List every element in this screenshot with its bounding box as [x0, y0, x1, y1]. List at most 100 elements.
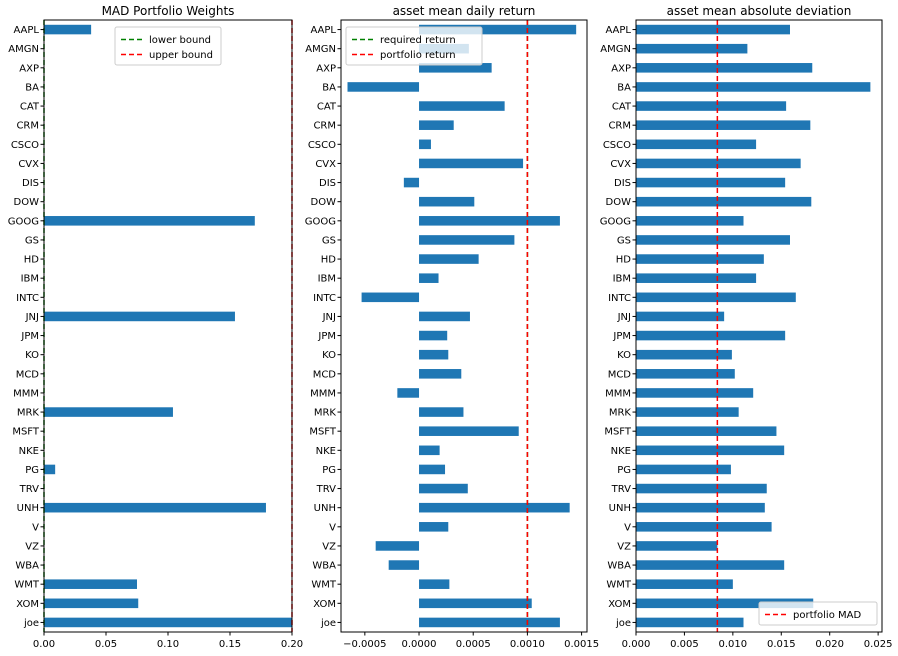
- bar-goog: [636, 216, 744, 226]
- bar-ko: [636, 349, 732, 360]
- y-tick-label: CRM: [16, 121, 39, 132]
- bar-msft: [419, 426, 519, 436]
- y-tick-label: GOOG: [305, 216, 336, 227]
- x-tick-label: 0.000: [622, 639, 651, 650]
- bar-mrk: [419, 407, 464, 417]
- y-tick-label: DIS: [319, 178, 336, 189]
- bar-ibm: [636, 273, 757, 283]
- y-tick-label: AAPL: [13, 25, 39, 36]
- bar-jnj: [44, 311, 235, 322]
- x-tick-label: 0.020: [815, 639, 844, 650]
- bar-wba: [388, 560, 420, 570]
- legend-label: required return: [380, 35, 456, 46]
- y-tick-label: MMM: [310, 388, 336, 399]
- y-tick-label: CVX: [610, 159, 631, 170]
- y-tick-label: INTC: [313, 293, 336, 304]
- legend-label: upper bound: [149, 50, 213, 61]
- y-tick-label: VZ: [25, 541, 39, 552]
- y-tick-label: joe: [615, 618, 631, 629]
- bar-intc: [361, 292, 420, 303]
- bar-jnj: [419, 311, 470, 322]
- bar-mmm: [397, 388, 420, 398]
- x-tick-label: 0.010: [719, 639, 748, 650]
- legend: lower bound upper bound: [114, 26, 222, 66]
- y-tick-label: DOW: [311, 197, 337, 208]
- bar-mcd: [419, 369, 462, 379]
- bar-crm: [636, 120, 811, 130]
- bar-unh: [419, 502, 570, 513]
- y-tick-label: TRV: [316, 484, 337, 495]
- bar-aapl: [44, 24, 92, 35]
- bar-nke: [419, 445, 440, 456]
- y-tick-label: GS: [322, 235, 336, 246]
- y-tick-label: DIS: [614, 178, 631, 189]
- bar-vz: [636, 541, 718, 551]
- x-tick-label: 0.00: [33, 639, 55, 650]
- y-tick-label: XOM: [16, 599, 39, 610]
- y-tick-label: JPM: [612, 331, 631, 342]
- axes-frame: [340, 19, 588, 633]
- bar-vz: [375, 541, 420, 551]
- y-tick-label: IBM: [318, 274, 336, 285]
- legend-box: [345, 26, 483, 66]
- y-tick-label: CVX: [18, 159, 39, 170]
- bar-joe: [419, 617, 560, 628]
- y-tick-label: NKE: [611, 446, 631, 457]
- bar-wmt: [44, 579, 137, 589]
- y-tick-label: MSFT: [12, 427, 40, 438]
- y-tick-label: WMT: [311, 580, 337, 591]
- y-tick-label: IBM: [613, 274, 631, 285]
- y-tick-label: AAPL: [310, 25, 336, 36]
- y-tick-label: VZ: [322, 541, 336, 552]
- bar-amgn: [636, 43, 748, 54]
- y-tick-label: CSCO: [308, 140, 336, 151]
- bar-xom: [44, 598, 139, 609]
- y-tick-label: XOM: [608, 599, 631, 610]
- y-tick-label: XOM: [313, 599, 336, 610]
- bar-axp: [419, 63, 492, 73]
- y-tick-label: INTC: [16, 293, 39, 304]
- y-tick-label: IBM: [21, 274, 39, 285]
- bar-xom: [636, 598, 814, 609]
- x-tick-label: 0.0000: [402, 639, 437, 650]
- bar-jpm: [636, 330, 786, 341]
- y-tick-label: joe: [320, 618, 336, 629]
- bar-goog: [44, 216, 255, 226]
- y-tick-label: HD: [321, 255, 337, 266]
- y-tick-label: MCD: [608, 369, 632, 380]
- y-tick-label: HD: [616, 255, 632, 266]
- bar-wmt: [419, 579, 450, 589]
- y-tick-label: KO: [617, 350, 631, 361]
- bar-mcd: [636, 369, 735, 379]
- y-tick-label: AXP: [611, 63, 631, 74]
- y-tick-label: UNH: [609, 503, 631, 514]
- y-tick-label: MRK: [17, 408, 40, 419]
- bar-mmm: [636, 388, 754, 398]
- y-tick-label: BA: [25, 82, 39, 93]
- bar-jpm: [419, 330, 448, 341]
- axes-frame: [635, 19, 883, 633]
- chart-panel-2: asset mean daily return AAPL AMGN AXP BA CAT C…: [305, 4, 599, 650]
- bar-pg: [44, 464, 56, 475]
- bar-dow: [419, 196, 475, 207]
- y-tick-label: WMT: [14, 580, 40, 591]
- y-tick-label: UNH: [314, 503, 336, 514]
- y-tick-label: V: [329, 522, 336, 533]
- y-tick-label: PG: [25, 465, 39, 476]
- legend: required return portfolio return: [345, 26, 483, 66]
- x-tick-label: 0.0015: [564, 639, 599, 650]
- y-tick-label: CAT: [317, 102, 337, 113]
- bar-crm: [419, 120, 454, 130]
- bar-wba: [636, 560, 785, 570]
- bar-unh: [636, 502, 765, 513]
- y-tick-label: AAPL: [605, 25, 631, 36]
- bar-xom: [419, 598, 532, 609]
- y-tick-label: AXP: [316, 63, 336, 74]
- legend-box: [758, 601, 878, 626]
- y-tick-label: WBA: [312, 561, 336, 572]
- bar-aapl: [419, 24, 577, 35]
- bar-cvx: [419, 158, 524, 169]
- bar-ba: [636, 82, 871, 92]
- y-tick-label: INTC: [608, 293, 631, 304]
- bar-gs: [636, 235, 790, 245]
